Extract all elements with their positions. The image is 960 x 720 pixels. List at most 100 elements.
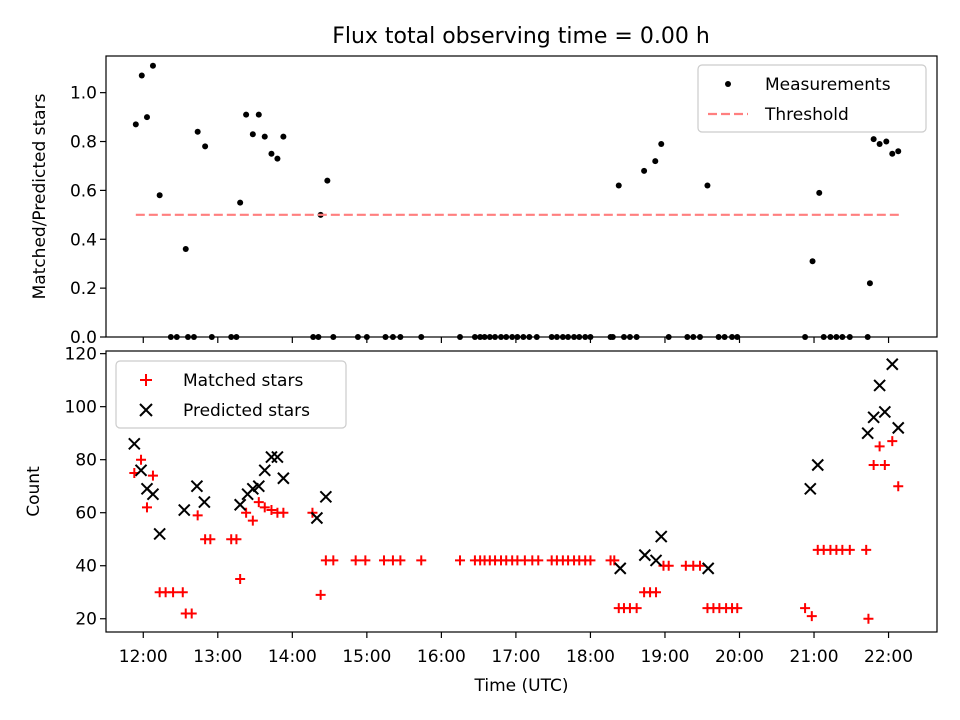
- plot-frame: [105, 55, 938, 338]
- measurement-point: [149, 62, 156, 69]
- x-axis-label: Time (UTC): [474, 676, 569, 696]
- series-matched-stars: [129, 436, 904, 624]
- x-tick-label: 20:00: [715, 647, 764, 667]
- matched-star-marker: [863, 613, 874, 624]
- matched-star-marker: [168, 587, 179, 598]
- matched-star-marker: [147, 470, 158, 481]
- predicted-star-marker: [892, 421, 905, 435]
- x-tick-label: 21:00: [790, 647, 839, 667]
- matched-star-marker: [136, 454, 147, 465]
- measurement-point: [652, 158, 659, 165]
- x-tick-label: 22:00: [864, 647, 913, 667]
- matched-star-marker: [732, 603, 743, 614]
- y-tick-label: 0.2: [70, 279, 97, 299]
- x-tick-label: 16:00: [417, 647, 466, 667]
- matched-star-marker: [694, 560, 705, 571]
- predicted-star-marker: [252, 479, 265, 493]
- measurement-point: [143, 114, 150, 121]
- predicted-star-marker: [319, 490, 333, 504]
- measurement-point: [274, 155, 281, 162]
- predicted-star-marker: [878, 405, 892, 419]
- measurement-point: [237, 199, 244, 206]
- measurement-point: [261, 133, 268, 140]
- measurement-point: [641, 167, 648, 174]
- matched-star-marker: [631, 603, 642, 614]
- measurement-point: [615, 182, 622, 189]
- matched-star-marker: [253, 497, 264, 508]
- matched-star-marker: [235, 573, 246, 584]
- matched-star-marker: [395, 555, 406, 566]
- predicted-star-marker: [128, 437, 141, 450]
- matched-star-marker: [533, 555, 544, 566]
- legend: Measurements Threshold: [697, 64, 927, 133]
- predicted-star-marker: [886, 358, 899, 371]
- x-tick-label: 13:00: [193, 647, 242, 667]
- measurement-point: [194, 128, 201, 135]
- y-tick-label: 60: [75, 504, 97, 524]
- y-tick-label: 80: [75, 451, 97, 471]
- legend-box: [697, 64, 927, 133]
- matched-star-marker: [651, 587, 662, 598]
- matched-star-marker: [192, 510, 203, 521]
- predicted-star-marker: [638, 548, 652, 562]
- matched-star-marker: [455, 555, 466, 566]
- matched-star-marker: [585, 555, 596, 566]
- measurement-point: [658, 140, 665, 147]
- predicted-star-marker: [233, 498, 247, 511]
- x-tick-label: 19:00: [640, 647, 689, 667]
- matched-star-marker: [416, 555, 427, 566]
- predicted-star-marker: [146, 487, 160, 501]
- measurement-point: [243, 111, 250, 118]
- predicted-star-marker: [198, 495, 211, 509]
- measurement-point: [255, 111, 262, 118]
- measurement-point: [816, 189, 823, 196]
- top-panel: 0.0 0.2 0.4 0.6 0.8 1.0 Matched/Predicted star…: [30, 55, 938, 348]
- matched-star-marker: [800, 603, 811, 614]
- measurement-point: [876, 140, 883, 147]
- matched-star-marker: [266, 505, 277, 516]
- y-axis-label: Count: [24, 466, 44, 517]
- legend-label: Matched stars: [183, 371, 303, 391]
- y-tick-label: 100: [65, 398, 97, 418]
- measurement-point: [883, 138, 890, 145]
- matched-star-marker: [360, 555, 371, 566]
- measurement-point: [182, 246, 189, 253]
- matched-star-marker: [861, 544, 872, 555]
- y-tick-label: 20: [75, 610, 97, 630]
- legend-predicted-swatch: [139, 403, 153, 417]
- predicted-star-marker: [190, 479, 204, 493]
- matched-star-marker: [205, 534, 216, 545]
- measurement-point: [704, 182, 711, 189]
- measurement-point: [889, 150, 896, 157]
- y-axis-label: Matched/Predicted stars: [30, 93, 50, 299]
- measurement-point: [249, 131, 256, 138]
- legend-label: Threshold: [764, 105, 849, 125]
- matched-star-marker: [328, 555, 339, 566]
- y-tick-label: 0.8: [70, 133, 97, 153]
- matched-star-marker: [806, 611, 817, 622]
- matched-star-marker: [247, 515, 258, 526]
- predicted-star-marker: [873, 379, 886, 392]
- matched-star-marker: [278, 507, 289, 518]
- matched-star-marker: [378, 555, 389, 566]
- plot-frame: [105, 350, 938, 633]
- x-tick-label: 14:00: [268, 647, 317, 667]
- matched-star-marker: [141, 502, 152, 513]
- measurement-point: [866, 280, 873, 287]
- predicted-star-marker: [258, 464, 271, 477]
- y-tick-label: 0.6: [70, 181, 97, 201]
- legend-matched-swatch: [140, 374, 152, 386]
- y-tick-label: 1.0: [70, 84, 97, 104]
- legend-measurement-swatch: [725, 81, 731, 87]
- predicted-star-marker: [867, 411, 880, 424]
- x-tick-label: 15:00: [342, 647, 391, 667]
- measurement-point: [202, 143, 209, 150]
- x-tick-label: 18:00: [566, 647, 615, 667]
- matched-star-marker: [186, 608, 197, 619]
- measurement-point: [809, 258, 816, 265]
- measurement-point: [280, 133, 287, 140]
- x-tick-label: 12:00: [119, 647, 168, 667]
- legend: Matched stars Predicted stars: [115, 360, 347, 429]
- legend-label: Measurements: [765, 75, 891, 95]
